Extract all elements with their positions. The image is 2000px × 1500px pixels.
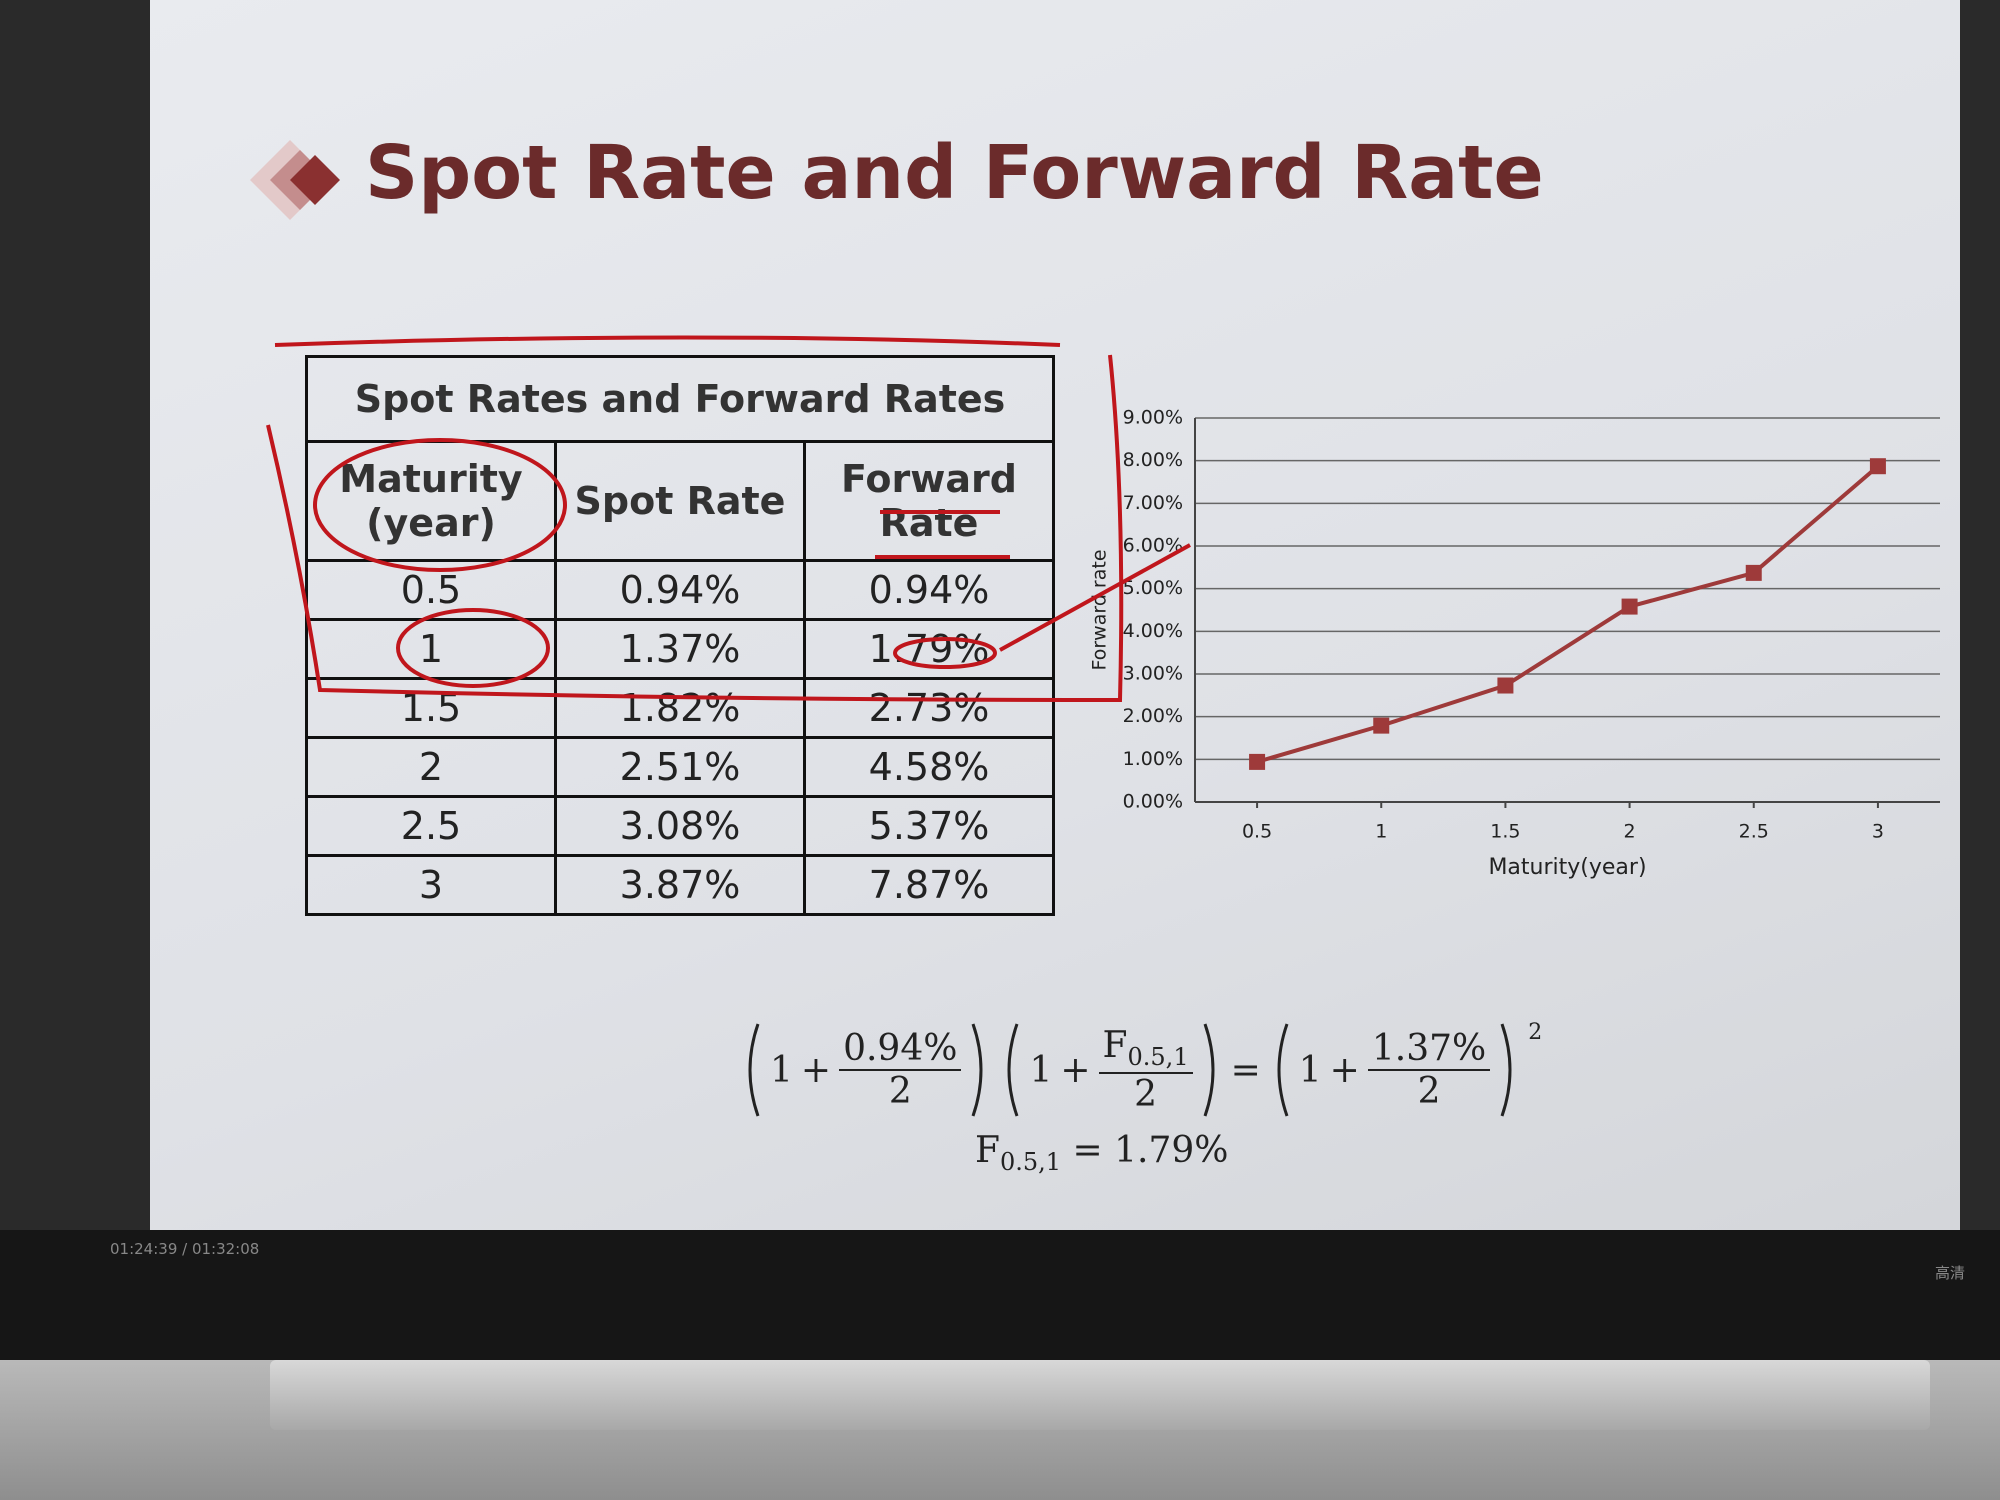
numerator: 0.94% [839,1028,962,1071]
formula-one: 1 [1298,1049,1322,1091]
table-cell: 5.37% [803,795,1055,857]
header-row: Maturity (year) Spot Rate Forward Rate [305,440,1055,562]
table-row: 0.5 0.94% 0.94% [305,559,1055,621]
formula-plus: + [1060,1049,1091,1091]
table-cell: 1 [305,618,557,680]
formula-result: F0.5,1 = 1.79% [975,1130,1229,1176]
table-cell: 0.94% [803,559,1055,621]
table-cell: 3.87% [554,854,806,916]
exponent: 2 [1528,1020,1543,1045]
y-tick-label: 7.00% [1123,492,1183,514]
formula-equals: = [1072,1130,1103,1171]
table-cell: 7.87% [803,854,1055,916]
formula-equals: = [1230,1049,1261,1091]
y-tick-label: 9.00% [1123,407,1183,429]
fraction: 1.37% 2 [1367,1028,1491,1112]
quality-button[interactable]: 高清 [1935,1264,1966,1282]
header-cell: Maturity (year) [305,440,557,562]
x-tick-label: 2 [1624,821,1636,843]
y-tick-label: 4.00% [1123,620,1183,642]
x-tick-label: 0.5 [1242,821,1272,843]
paren [1203,1023,1215,1117]
paren [1500,1023,1512,1117]
fraction: 0.94% 2 [839,1028,962,1112]
y-tick-label: 1.00% [1123,748,1183,770]
table-cell: 1.37% [554,618,806,680]
table-cell: 4.58% [803,736,1055,798]
table-cell: 2.73% [803,677,1055,739]
x-tick-label: 1.5 [1490,821,1520,843]
y-tick-label: 5.00% [1123,577,1183,599]
paren [1277,1023,1289,1117]
header-cell: Forward Rate [803,440,1055,562]
numerator: F0.5,1 [1098,1025,1193,1074]
y-tick-label: 0.00% [1123,791,1183,813]
x-tick-label: 2.5 [1739,821,1769,843]
table-cell: 1.5 [305,677,557,739]
table-cell: 2.5 [305,795,557,857]
table-cell: 2 [305,736,557,798]
table-cell: 0.5 [305,559,557,621]
f-symbol: F [1102,1025,1128,1067]
table-row: 2 2.51% 4.58% [305,736,1055,798]
chart: 0.00% 1.00% 2.00% 3.00% 4.00% 5.00% 6.00% 7.00%… [1089,407,1940,880]
player-time: 01:24:39 / 01:32:08 [110,1240,260,1258]
table-cell: 3 [305,854,557,916]
f-subscript: 0.5,1 [1127,1043,1189,1072]
formula-one: 1 [1029,1049,1053,1091]
numerator: 1.37% [1367,1028,1491,1071]
marker [1621,598,1638,615]
y-tick-label: 3.00% [1123,663,1183,685]
marker [1869,458,1886,475]
table-cell: 0.94% [554,559,806,621]
denominator: 2 [888,1071,912,1112]
rates-table: Spot Rates and Forward Rates Maturity (ye… [305,355,1055,916]
slide-title: Spot Rate and Forward Rate [365,130,1544,216]
table-cell: 3.08% [554,795,806,857]
hinge [270,1360,1930,1430]
title-icon [250,140,340,220]
line [1256,464,1880,764]
table-row: 1 1.37% 1.79% [305,618,1055,680]
y-tick-label: 8.00% [1123,449,1183,471]
y-axis-title: Forward rate [1089,549,1111,670]
table-row: 3 3.87% 7.87% [305,854,1055,916]
x-axis-title: Maturity(year) [1488,855,1646,880]
formula-plus: + [800,1049,832,1091]
marker [1745,564,1762,581]
bezel [0,1230,2000,1360]
x-tick-label: 1 [1375,821,1387,843]
fraction: F0.5,1 2 [1098,1025,1193,1115]
paren [748,1023,760,1117]
formula-one: 1 [770,1049,793,1091]
table-cell: 1.82% [554,677,806,739]
x-tick-label: 3 [1872,821,1884,843]
marker [1373,717,1390,734]
paren [972,1023,983,1117]
header-cell: Spot Rate [554,440,806,562]
denominator: 2 [1134,1073,1158,1115]
f-subscript: 0.5,1 [999,1148,1062,1177]
title-row: Spot Rates and Forward Rates [305,355,1055,443]
y-tick-label: 6.00% [1123,535,1183,557]
table-cell: 1.79% [803,618,1055,680]
table-row: 2.5 3.08% 5.37% [305,795,1055,857]
table-row: 1.5 1.82% 2.73% [305,677,1055,739]
formula: 1 + 0.94% 2 1 + F0.5,1 2 = 1 + 1.37% 2 2 [740,1020,1542,1120]
f-symbol: F [975,1130,1000,1171]
result-value: 1.79% [1114,1130,1229,1171]
paren [1007,1023,1019,1117]
formula-plus: + [1329,1049,1360,1091]
y-tick-label: 2.00% [1123,705,1183,727]
marker [1497,677,1514,694]
marker [1249,753,1266,770]
denominator: 2 [1417,1071,1441,1112]
table-title: Spot Rates and Forward Rates [305,355,1055,443]
table-cell: 2.51% [554,736,806,798]
